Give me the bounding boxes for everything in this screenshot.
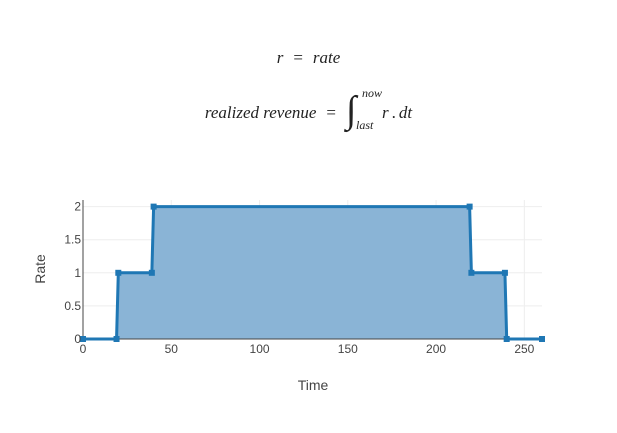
multiply-dot: . (391, 102, 396, 122)
series-line (83, 205, 542, 341)
area-fill (83, 206, 542, 339)
data-point (113, 336, 120, 342)
x-tick-label: 100 (250, 342, 270, 356)
marker-layer (80, 203, 545, 342)
y-tick-label: 1.5 (64, 233, 81, 247)
x-tick-label: 250 (514, 342, 534, 356)
rate-equation: r = rate (0, 48, 617, 68)
integral-upper-limit: now (362, 86, 383, 100)
integral-sign: ∫ (346, 89, 357, 131)
y-tick-label: 2 (74, 200, 81, 214)
axis-layer (82, 200, 542, 340)
area-layer (83, 206, 542, 339)
differential: dt (398, 102, 413, 122)
integral-symbol-group: ∫ now last (346, 86, 382, 136)
rate-lhs: r (276, 48, 284, 67)
y-tick-label: 0.5 (64, 299, 81, 313)
line-layer (83, 205, 542, 341)
integral-lower-limit: last (356, 118, 374, 132)
revenue-lhs: realized revenue (204, 102, 317, 122)
x-tick-label: 0 (80, 342, 87, 356)
data-point (150, 203, 157, 210)
data-point (468, 269, 475, 276)
y-tick-label: 1 (74, 266, 81, 280)
y-axis-title: Rate (32, 254, 48, 284)
data-point (539, 336, 545, 342)
tick-label-layer: 0 50 100 150 200 250 0 0.5 1 1.5 2 (64, 200, 534, 356)
revenue-equation: realized revenue = ∫ now last r. dt (0, 86, 617, 136)
data-point (466, 203, 473, 210)
x-tick-label: 50 (165, 342, 179, 356)
data-point (148, 269, 155, 276)
x-axis-title: Time (298, 377, 329, 393)
integrand: r (382, 102, 389, 122)
x-tick-label: 150 (338, 342, 358, 356)
y-tick-label: 0 (74, 332, 81, 346)
data-point (115, 269, 122, 276)
revenue-equals-sign: = (326, 102, 337, 122)
x-tick-label: 200 (426, 342, 446, 356)
data-point (501, 269, 508, 276)
rate-rhs: rate (312, 48, 341, 67)
data-point (503, 336, 510, 342)
rate-equals-sign: = (293, 48, 303, 67)
data-point (80, 336, 86, 342)
